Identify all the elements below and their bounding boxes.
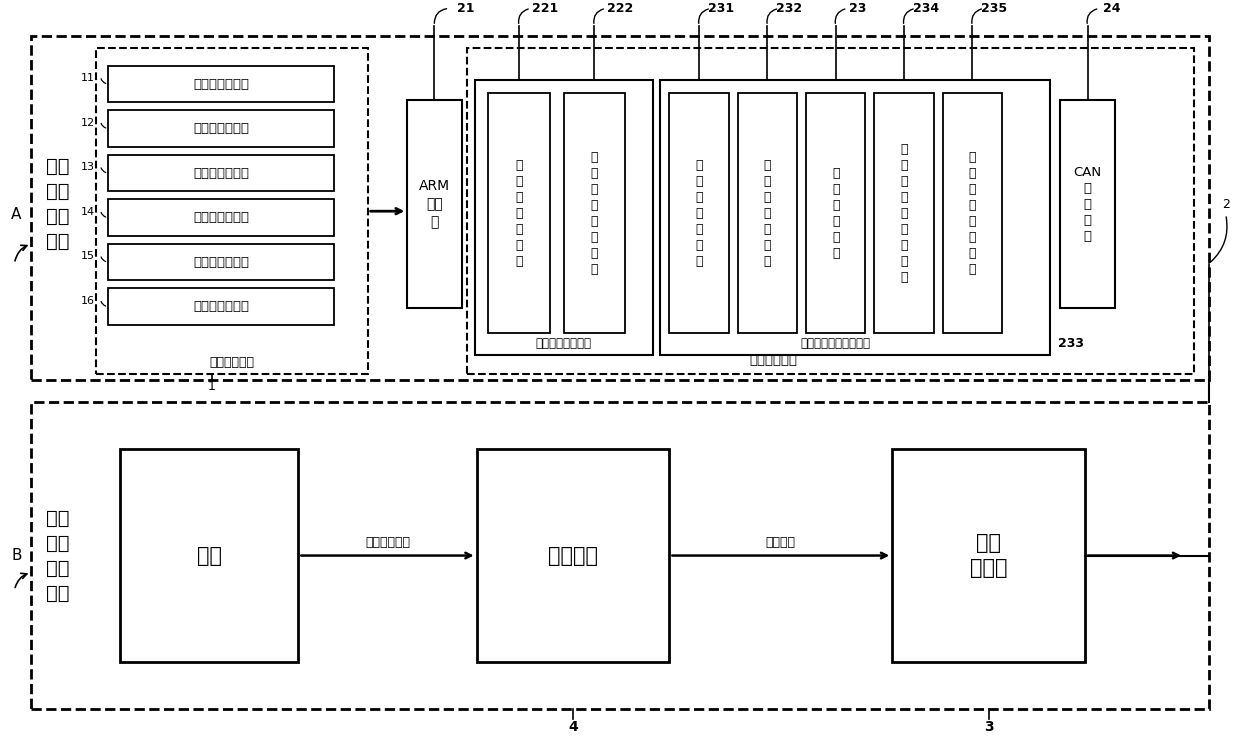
Text: 2: 2	[1221, 198, 1230, 211]
Bar	[108, 155, 334, 192]
Text: 乘
客
关
键
点
检
测
模
块: 乘 客 关 键 点 检 测 模 块	[900, 143, 908, 283]
Text: 21: 21	[458, 1, 475, 15]
Text: 车
内
立
体
重
建
模
块: 车 内 立 体 重 建 模 块	[590, 151, 598, 276]
Text: 车内乘客姿态检测模块: 车内乘客姿态检测模块	[800, 337, 870, 350]
Bar	[892, 449, 1085, 662]
Text: 14: 14	[81, 206, 94, 217]
Text: 24: 24	[1102, 1, 1120, 15]
Bar	[108, 110, 334, 147]
Text: 车轮驱动力矩: 车轮驱动力矩	[365, 536, 410, 549]
Text: 乘
客
姿
态
数
据
库: 乘 客 姿 态 数 据 库	[764, 158, 771, 268]
Text: 图像采集模块: 图像采集模块	[210, 356, 254, 369]
Text: 231: 231	[708, 1, 734, 15]
Text: 车内左侧摄像头: 车内左侧摄像头	[193, 300, 249, 313]
Text: 4: 4	[568, 720, 578, 734]
Text: 232: 232	[776, 1, 802, 15]
Text: A: A	[11, 206, 21, 222]
Text: 16: 16	[81, 296, 94, 306]
Text: 整车
控制器: 整车 控制器	[970, 533, 1007, 578]
Text: 233: 233	[1059, 337, 1084, 350]
Text: 车载计算终端: 车载计算终端	[749, 354, 797, 367]
Bar	[108, 289, 334, 325]
Text: 221: 221	[532, 1, 558, 15]
Text: 车内左后摄像头: 车内左后摄像头	[193, 255, 249, 269]
Bar	[489, 93, 549, 333]
Bar	[564, 93, 625, 333]
Bar	[108, 66, 334, 102]
Text: 1: 1	[208, 380, 216, 393]
Bar	[942, 93, 1002, 333]
Text: 15: 15	[81, 251, 94, 261]
Text: 乘
客
检
测
模
块: 乘 客 检 测 模 块	[832, 166, 839, 260]
Text: 234: 234	[913, 1, 939, 15]
Bar	[407, 101, 461, 308]
Text: 车内右后摄像头: 车内右后摄像头	[193, 211, 249, 224]
Text: 11: 11	[81, 73, 94, 83]
Text: B: B	[11, 548, 21, 563]
Bar	[31, 36, 1209, 380]
Bar	[95, 48, 368, 374]
Text: 3: 3	[983, 720, 993, 734]
Text: 车辆: 车辆	[197, 545, 222, 565]
Bar	[120, 449, 299, 662]
Bar	[466, 48, 1194, 374]
Text: 12: 12	[81, 118, 94, 127]
Bar	[806, 93, 866, 333]
Text: 车内右侧摄像头: 车内右侧摄像头	[193, 166, 249, 180]
Text: 车内三维重建模块: 车内三维重建模块	[536, 337, 591, 350]
Bar	[108, 199, 334, 236]
Text: 乘客
姿态
检测
模块: 乘客 姿态 检测 模块	[46, 158, 69, 252]
Bar	[670, 93, 729, 333]
Text: CAN
通
信
模
块: CAN 通 信 模 块	[1074, 166, 1101, 243]
Text: 23: 23	[849, 1, 867, 15]
Bar	[660, 80, 1050, 354]
Bar	[31, 402, 1209, 709]
Bar	[738, 93, 797, 333]
Text: 车内左前摄像头: 车内左前摄像头	[193, 78, 249, 90]
Text: 驱动电机: 驱动电机	[548, 545, 598, 565]
Text: 乘
客
特
征
数
据
库: 乘 客 特 征 数 据 库	[696, 158, 703, 268]
Text: 235: 235	[981, 1, 1007, 15]
Text: 力矩指令: 力矩指令	[766, 536, 796, 549]
Bar	[476, 449, 670, 662]
Bar	[1060, 101, 1115, 308]
Text: 13: 13	[81, 162, 94, 172]
Text: 乘
客
姿
态
识
别
模
块: 乘 客 姿 态 识 别 模 块	[968, 151, 976, 276]
Text: ARM
控制
器: ARM 控制 器	[419, 179, 450, 229]
Text: 图
像
预
处
理
模
块: 图 像 预 处 理 模 块	[516, 158, 523, 268]
Bar	[108, 244, 334, 280]
Bar	[874, 93, 934, 333]
Bar	[475, 80, 652, 354]
Text: 222: 222	[606, 1, 634, 15]
Text: 车辆
启动
控制
模块: 车辆 启动 控制 模块	[46, 508, 69, 602]
Text: 车内右前摄像头: 车内右前摄像头	[193, 122, 249, 135]
